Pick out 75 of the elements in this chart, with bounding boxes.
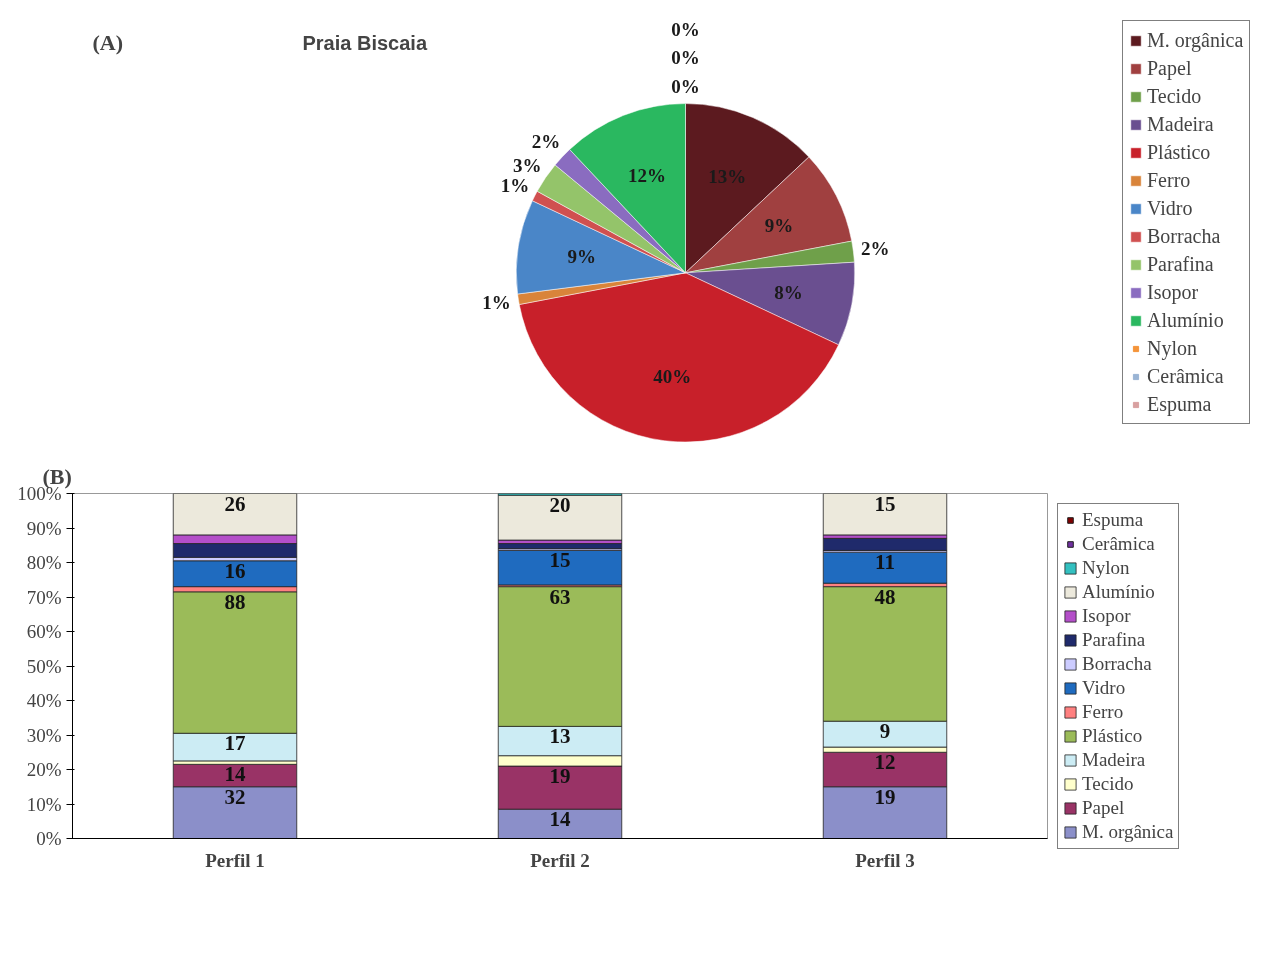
annotation: 15	[874, 491, 896, 516]
y-tick-label: 10%	[26, 793, 62, 815]
data-label: 8%	[774, 281, 803, 303]
annotation: 13	[549, 724, 571, 749]
legend-label: Borracha	[1082, 653, 1152, 675]
data-label: 13%	[708, 166, 747, 188]
y-tick-label: 40%	[26, 690, 62, 711]
data-label: 2%	[531, 131, 561, 153]
y-tick-label: 50%	[26, 655, 62, 677]
data-label: 3%	[513, 154, 542, 176]
legend-label: Espuma	[1082, 509, 1144, 531]
legend-label: Ferro	[1082, 701, 1124, 723]
legend-label: Vidro	[1147, 195, 1193, 221]
text: Praia Biscaia	[302, 31, 428, 54]
x-tick-label: Perfil 2	[530, 849, 590, 871]
legend-label: Plástico	[1147, 139, 1211, 165]
legend-label: Cerâmica	[1082, 533, 1155, 555]
legend-label: Plástico	[1082, 725, 1143, 747]
legend-label: Alumínio	[1082, 581, 1155, 603]
text: 0%	[671, 76, 700, 98]
annotation: 26	[224, 491, 246, 516]
data-label: 1%	[482, 292, 511, 314]
annotation: 88	[224, 589, 246, 614]
legend-label: M. orgânica	[1082, 821, 1174, 843]
annotation: 12	[874, 750, 896, 775]
data-label: 2%	[860, 238, 890, 260]
legend-label: Tecido	[1147, 83, 1202, 109]
legend-label: Nylon	[1147, 335, 1197, 361]
annotation: 48	[874, 584, 896, 609]
data-label: 1%	[500, 175, 530, 197]
legend-label: Nylon	[1082, 557, 1130, 579]
y-tick-label: 30%	[26, 724, 62, 746]
legend-label: Madeira	[1082, 749, 1146, 771]
legend-label: Madeira	[1147, 111, 1214, 137]
legend-label: Isopor	[1082, 605, 1131, 627]
legend-label: Vidro	[1082, 677, 1126, 699]
data-label: 9%	[567, 245, 597, 267]
legend-label: Tecido	[1082, 773, 1134, 795]
annotation: 9	[879, 719, 891, 744]
y-tick-label: 0%	[36, 828, 62, 849]
legend-label: Ferro	[1147, 167, 1191, 193]
annotation: 19	[549, 764, 571, 789]
annotation: 63	[549, 584, 571, 609]
annotation: 14	[224, 762, 246, 787]
annotation: 16	[224, 558, 246, 583]
annotation: 17	[224, 731, 246, 756]
legend-label: Espuma	[1147, 391, 1212, 417]
annotation: 11	[875, 550, 895, 575]
data-label: 12%	[627, 164, 666, 186]
legend-label: Parafina	[1082, 629, 1146, 651]
legend-label: Isopor	[1147, 279, 1199, 305]
legend-label: Borracha	[1147, 223, 1221, 249]
y-tick-label: 20%	[26, 759, 62, 780]
legend-label: Parafina	[1147, 251, 1214, 277]
legend-label: Papel	[1147, 55, 1192, 81]
x-tick-label: Perfil 3	[855, 849, 915, 871]
legend-label: M. orgânica	[1147, 27, 1244, 53]
x-tick-label: Perfil 1	[205, 849, 265, 871]
y-tick-label: 60%	[26, 621, 62, 642]
annotation: 15	[549, 548, 571, 573]
y-tick-label: 80%	[26, 552, 62, 573]
y-tick-label: 70%	[26, 586, 62, 608]
annotation: 32	[224, 784, 246, 809]
text: (A)	[92, 30, 124, 55]
data-label: 9%	[764, 214, 794, 236]
data-label: 40%	[653, 366, 692, 388]
annotation: 20	[549, 493, 571, 518]
legend-label: Alumínio	[1147, 307, 1224, 333]
legend-label: Papel	[1082, 797, 1125, 819]
annotation: 19	[874, 784, 896, 809]
annotation: 14	[549, 807, 571, 832]
legend-label: Cerâmica	[1147, 363, 1224, 389]
text: 0%	[671, 47, 700, 69]
text: 0%	[671, 18, 700, 40]
y-tick-label: 90%	[26, 517, 62, 539]
